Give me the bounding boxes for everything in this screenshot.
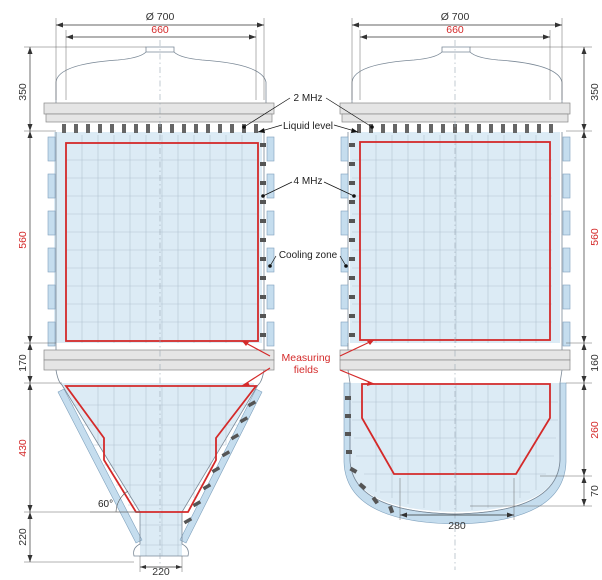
left-cone-height-label: 430 (17, 439, 29, 457)
left-outer-diameter-label: Ø 700 (146, 11, 175, 23)
right-dish-depth-label: 70 (589, 485, 601, 497)
right-dimensions (351, 18, 592, 520)
left-dimensions (24, 18, 265, 572)
right-measuring-field-lower (361, 383, 551, 475)
left-cone-jacket-west (57, 388, 143, 544)
left-measuring-field-upper (65, 142, 259, 342)
right-grid (352, 135, 558, 511)
left-liquid (54, 132, 262, 343)
left-flange-zone-label: 170 (17, 354, 29, 372)
text-labels: Ø 700 660 Ø 700 660 350 560 170 430 220 … (17, 11, 601, 578)
left-lower-liquid (62, 383, 254, 385)
left-cooling-jackets-west (47, 136, 56, 347)
right-2mhz-transducers (357, 124, 553, 133)
right-bottom-width-label: 280 (448, 520, 466, 532)
right-cooling-jackets-west (340, 136, 349, 347)
left-outlet-width-label: 220 (152, 566, 170, 575)
left-lid-nozzle (145, 46, 175, 52)
left-measuring-field-lower (64, 385, 258, 513)
left-outlet-height-label: 220 (17, 528, 29, 546)
callout-leaders (241, 97, 375, 387)
left-4mhz-transducers (260, 143, 266, 337)
right-field-height-label: 560 (589, 228, 601, 246)
right-flange-zone-label: 160 (589, 354, 601, 372)
right-lid-height-label: 350 (589, 83, 601, 101)
left-vessel (43, 40, 275, 570)
left-outlet-liquid (140, 512, 182, 556)
label-2mhz: 2 MHz (294, 93, 323, 104)
label-cooling-zone: Cooling zone (279, 250, 338, 261)
left-cone-jacket-east (179, 388, 263, 544)
cone-angle-label: 60° (98, 499, 113, 510)
left-outlet (133, 512, 189, 557)
left-cooling-jackets-east (266, 136, 275, 347)
left-lid-height-label: 350 (17, 83, 29, 101)
right-cooling-jackets-east (562, 136, 571, 347)
label-measuring-fields-line1: Measuring (281, 352, 330, 364)
right-inner-width-label: 660 (446, 24, 464, 36)
left-middle-flange (43, 349, 275, 361)
right-vessel (339, 40, 571, 570)
left-field-height-label: 560 (17, 231, 29, 249)
right-outer-diameter-label: Ø 700 (441, 11, 470, 23)
label-liquid-level: Liquid level (283, 121, 333, 132)
left-cone-transducers (183, 400, 257, 525)
right-lid-nozzle (441, 46, 471, 52)
right-bottom-transducers (345, 396, 395, 514)
right-4mhz-transducers (349, 143, 355, 337)
left-upper-flange (43, 102, 275, 115)
left-inner-width-label: 660 (151, 24, 169, 36)
label-4mhz: 4 MHz (294, 176, 323, 187)
right-bottom-height-label: 260 (589, 421, 601, 439)
left-upper-flange-lower (45, 113, 273, 123)
label-measuring-fields-line2: fields (294, 364, 319, 376)
left-grid (66, 135, 258, 556)
right-lid (351, 51, 563, 103)
left-middle-flange-lower (43, 359, 275, 371)
left-lid (55, 51, 267, 103)
